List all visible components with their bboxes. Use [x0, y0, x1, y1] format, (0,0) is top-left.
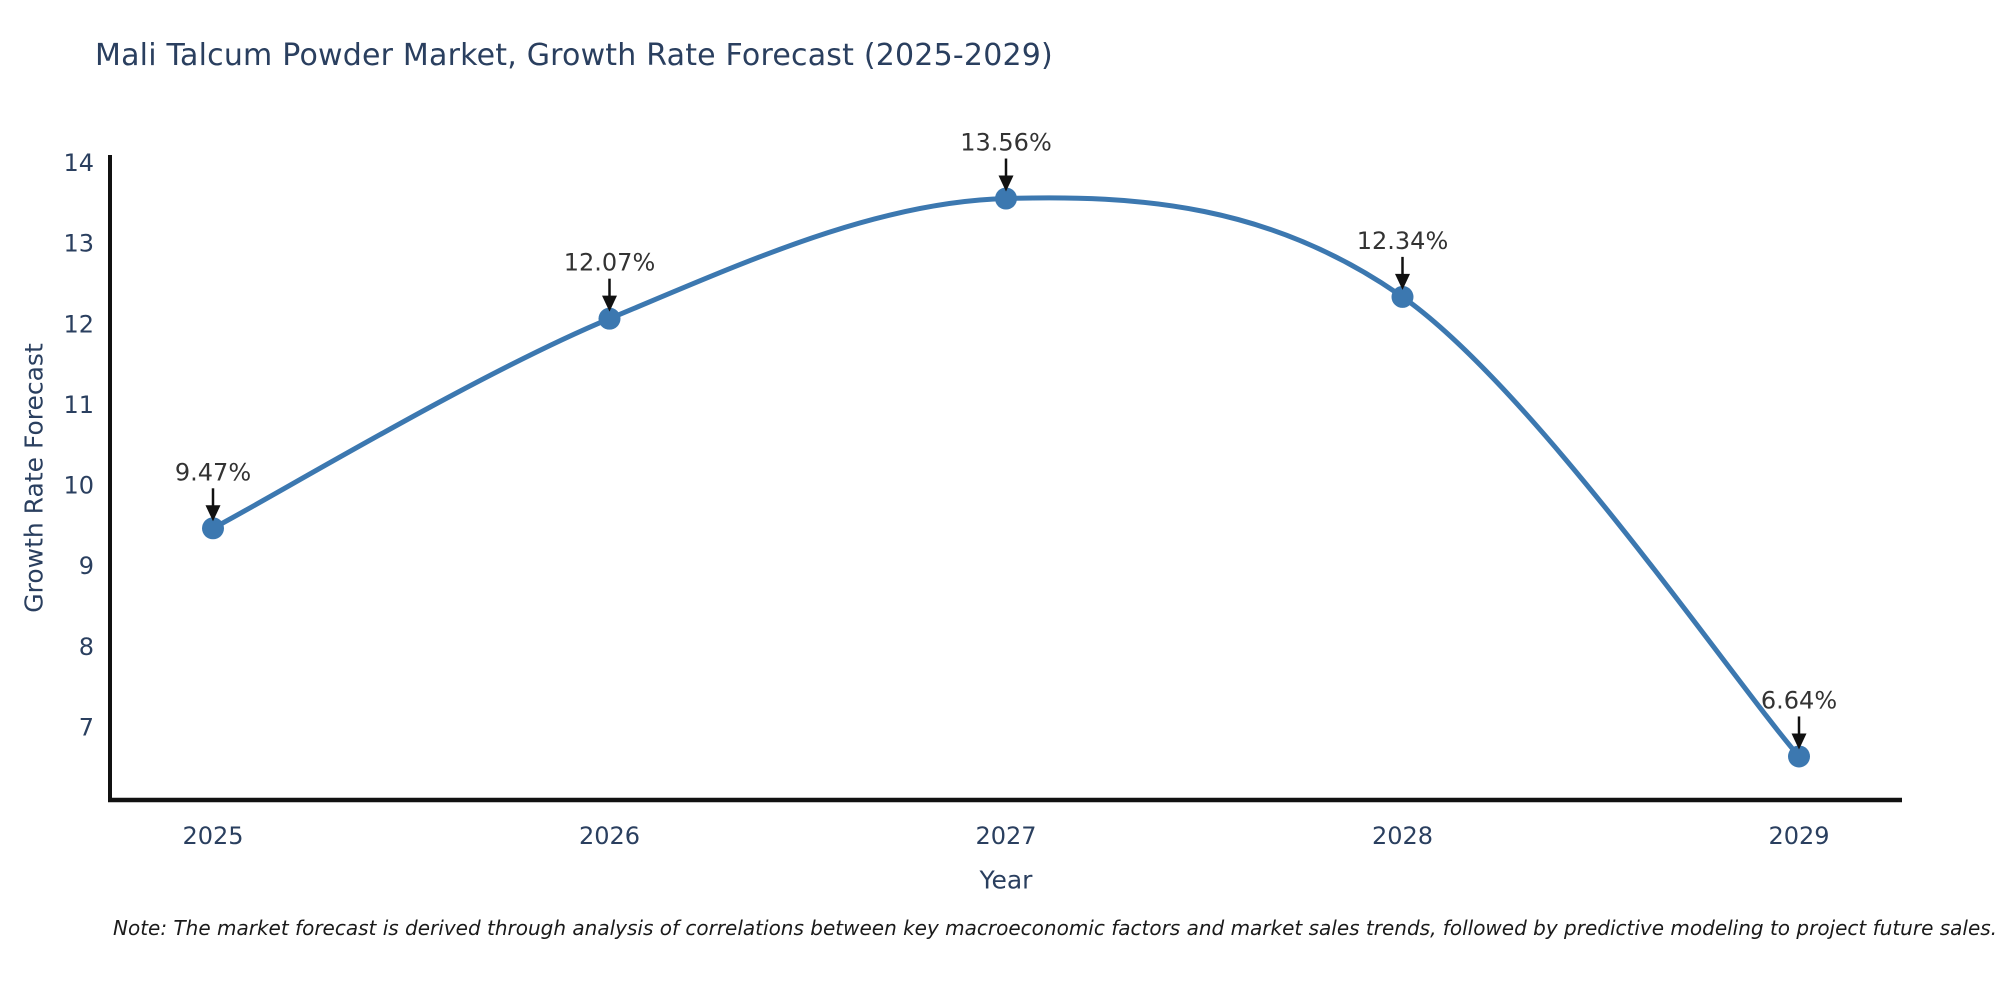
- data-point-2025[interactable]: [202, 517, 224, 540]
- y-tick-label-10: 10: [63, 472, 94, 500]
- data-point-2028[interactable]: [1391, 285, 1414, 308]
- x-axis-ticks: 2025 2026 2027 2028 2029: [182, 822, 1829, 850]
- y-tick-label-9: 9: [79, 552, 94, 580]
- point-value-label-2028: 12.34%: [1357, 227, 1449, 255]
- series-growth-rate: [210, 195, 1802, 759]
- data-points: [202, 187, 1810, 768]
- x-tick-label-2026: 2026: [579, 822, 640, 850]
- axes: [108, 155, 1902, 803]
- point-value-label-2025: 9.47%: [175, 458, 251, 486]
- x-tick-label-2029: 2029: [1768, 822, 1829, 850]
- y-tick-label-7: 7: [79, 713, 94, 741]
- point-value-label-2027: 13.56%: [960, 129, 1052, 157]
- y-tick-label-13: 13: [63, 230, 94, 258]
- annotation-arrow-head: [602, 295, 617, 312]
- annotation-arrow-head: [1395, 273, 1410, 290]
- forecast-line: [210, 195, 1802, 759]
- x-axis-title: Year: [979, 865, 1033, 895]
- data-point-2026[interactable]: [598, 307, 621, 330]
- y-tick-label-8: 8: [79, 633, 94, 661]
- point-value-label-2029: 6.64%: [1761, 686, 1837, 714]
- y-tick-label-11: 11: [63, 391, 94, 419]
- y-tick-label-12: 12: [63, 310, 94, 338]
- point-value-label-2026: 12.07%: [564, 249, 656, 277]
- annotation-arrow-head: [1791, 733, 1807, 750]
- footnote: Note: The market forecast is derived thr…: [113, 916, 1998, 940]
- annotation-arrow-head: [205, 505, 221, 522]
- data-point-2027[interactable]: [995, 187, 1017, 210]
- x-tick-label-2028: 2028: [1372, 822, 1433, 850]
- x-tick-label-2027: 2027: [975, 822, 1036, 850]
- x-tick-label-2025: 2025: [182, 822, 243, 850]
- annotations: 9.47% 12.07% 13.56% 12.34% 6.64%: [175, 129, 1837, 750]
- y-tick-label-14: 14: [63, 149, 94, 177]
- chart-title: Mali Talcum Powder Market, Growth Rate F…: [95, 38, 1053, 73]
- y-axis-ticks: 7 8 9 10 11 12 13 14: [63, 149, 94, 741]
- annotation-arrow-head: [998, 175, 1014, 192]
- data-point-2029[interactable]: [1788, 745, 1810, 768]
